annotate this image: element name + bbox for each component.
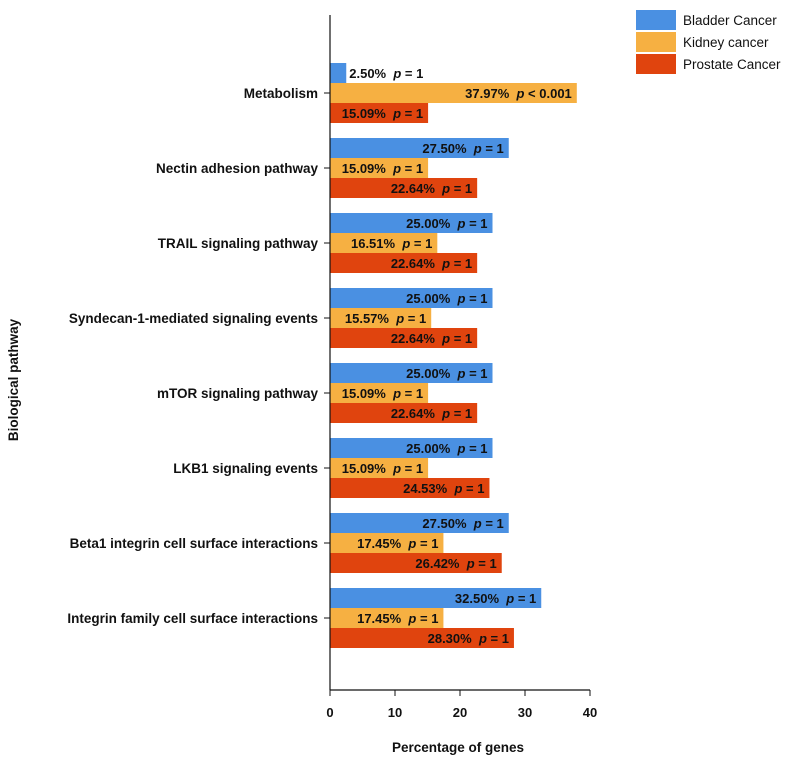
legend: Bladder Cancer Kidney cancer Prostate Canc… (636, 10, 781, 74)
x-tick-label-0: 0 (326, 705, 333, 720)
bar-prostate-cancer-integrin-family-cell-surface-interactions (330, 628, 514, 648)
data-label-kidney-cancer-syndecan-1-mediated-signaling-events: 15.57% p = 1 (345, 311, 426, 326)
data-label-kidney-cancer-nectin-adhesion-pathway: 15.09% p = 1 (342, 161, 423, 176)
category-label-trail-signaling-pathway: TRAIL signaling pathway (158, 236, 319, 251)
bar-bladder-cancer-beta1-integrin-cell-surface-interactions (330, 513, 509, 533)
bars-layer: 2.50% p = 1 37.97% p < 0.001 15.09% p = 1 2… (330, 63, 577, 648)
category-label-integrin-family-cell-surface-interactions: Integrin family cell surface interaction… (67, 611, 318, 626)
legend-swatch-bladder-cancer (636, 10, 676, 30)
category-label-metabolism: Metabolism (244, 86, 318, 101)
bar-bladder-cancer-trail-signaling-pathway (330, 213, 493, 233)
bar-bladder-cancer-metabolism (330, 63, 347, 83)
x-axis-title: Percentage of genes (392, 740, 524, 755)
data-label-prostate-cancer-lkb1-signaling-events: 24.53% p = 1 (403, 481, 484, 496)
bar-prostate-cancer-mtor-signaling-pathway (330, 403, 478, 423)
data-label-kidney-cancer-integrin-family-cell-surface-interactions: 17.45% p = 1 (357, 611, 438, 626)
bar-bladder-cancer-integrin-family-cell-surface-interactions (330, 588, 542, 608)
bar-kidney-cancer-nectin-adhesion-pathway (330, 158, 429, 178)
data-label-bladder-cancer-beta1-integrin-cell-surface-interactions: 27.50% p = 1 (422, 516, 503, 531)
bar-kidney-cancer-beta1-integrin-cell-surface-interactions (330, 533, 444, 553)
data-label-bladder-cancer-metabolism: 2.50% p = 1 (349, 66, 423, 81)
bar-bladder-cancer-lkb1-signaling-events (330, 438, 493, 458)
data-label-kidney-cancer-trail-signaling-pathway: 16.51% p = 1 (351, 236, 432, 251)
legend-label-kidney-cancer: Kidney cancer (683, 35, 769, 50)
category-label-syndecan-1-mediated-signaling-events: Syndecan-1-mediated signaling events (69, 311, 318, 326)
data-label-bladder-cancer-lkb1-signaling-events: 25.00% p = 1 (406, 441, 487, 456)
bar-kidney-cancer-trail-signaling-pathway (330, 233, 438, 253)
data-label-prostate-cancer-integrin-family-cell-surface-interactions: 28.30% p = 1 (428, 631, 509, 646)
bar-kidney-cancer-mtor-signaling-pathway (330, 383, 429, 403)
data-label-prostate-cancer-trail-signaling-pathway: 22.64% p = 1 (391, 256, 472, 271)
bar-kidney-cancer-lkb1-signaling-events (330, 458, 429, 478)
data-label-bladder-cancer-syndecan-1-mediated-signaling-events: 25.00% p = 1 (406, 291, 487, 306)
x-tick-label-40: 40 (583, 705, 597, 720)
legend-swatch-kidney-cancer (636, 32, 676, 52)
y-axis-title: Biological pathway (6, 318, 21, 441)
data-label-kidney-cancer-metabolism: 37.97% p < 0.001 (465, 86, 572, 101)
bar-prostate-cancer-syndecan-1-mediated-signaling-events (330, 328, 478, 348)
data-label-prostate-cancer-mtor-signaling-pathway: 22.64% p = 1 (391, 406, 472, 421)
data-label-prostate-cancer-syndecan-1-mediated-signaling-events: 22.64% p = 1 (391, 331, 472, 346)
data-label-bladder-cancer-mtor-signaling-pathway: 25.00% p = 1 (406, 366, 487, 381)
legend-label-prostate-cancer: Prostate Cancer (683, 57, 781, 72)
category-label-mtor-signaling-pathway: mTOR signaling pathway (157, 386, 319, 401)
data-label-prostate-cancer-nectin-adhesion-pathway: 22.64% p = 1 (391, 181, 472, 196)
data-label-kidney-cancer-mtor-signaling-pathway: 15.09% p = 1 (342, 386, 423, 401)
bar-kidney-cancer-metabolism (330, 83, 577, 103)
bar-prostate-cancer-beta1-integrin-cell-surface-interactions (330, 553, 502, 573)
category-label-beta1-integrin-cell-surface-interactions: Beta1 integrin cell surface interactions (70, 536, 318, 551)
x-tick-label-30: 30 (518, 705, 532, 720)
axes-layer: Metabolism Nectin adhesion pathway TRAIL s… (67, 15, 597, 720)
data-label-kidney-cancer-beta1-integrin-cell-surface-interactions: 17.45% p = 1 (357, 536, 438, 551)
data-label-bladder-cancer-trail-signaling-pathway: 25.00% p = 1 (406, 216, 487, 231)
data-label-bladder-cancer-integrin-family-cell-surface-interactions: 32.50% p = 1 (455, 591, 536, 606)
x-tick-label-10: 10 (388, 705, 402, 720)
bar-bladder-cancer-mtor-signaling-pathway (330, 363, 493, 383)
data-label-kidney-cancer-lkb1-signaling-events: 15.09% p = 1 (342, 461, 423, 476)
legend-label-bladder-cancer: Bladder Cancer (683, 13, 777, 28)
data-label-bladder-cancer-nectin-adhesion-pathway: 27.50% p = 1 (422, 141, 503, 156)
x-tick-label-20: 20 (453, 705, 467, 720)
data-label-prostate-cancer-metabolism: 15.09% p = 1 (342, 106, 423, 121)
bar-bladder-cancer-syndecan-1-mediated-signaling-events (330, 288, 493, 308)
category-label-lkb1-signaling-events: LKB1 signaling events (173, 461, 318, 476)
data-label-prostate-cancer-beta1-integrin-cell-surface-interactions: 26.42% p = 1 (415, 556, 496, 571)
legend-swatch-prostate-cancer (636, 54, 676, 74)
bar-prostate-cancer-metabolism (330, 103, 429, 123)
category-label-nectin-adhesion-pathway: Nectin adhesion pathway (156, 161, 319, 176)
bar-prostate-cancer-lkb1-signaling-events (330, 478, 490, 498)
bar-kidney-cancer-integrin-family-cell-surface-interactions (330, 608, 444, 628)
bar-kidney-cancer-syndecan-1-mediated-signaling-events (330, 308, 432, 328)
bar-prostate-cancer-nectin-adhesion-pathway (330, 178, 478, 198)
bar-prostate-cancer-trail-signaling-pathway (330, 253, 478, 273)
bar-bladder-cancer-nectin-adhesion-pathway (330, 138, 509, 158)
